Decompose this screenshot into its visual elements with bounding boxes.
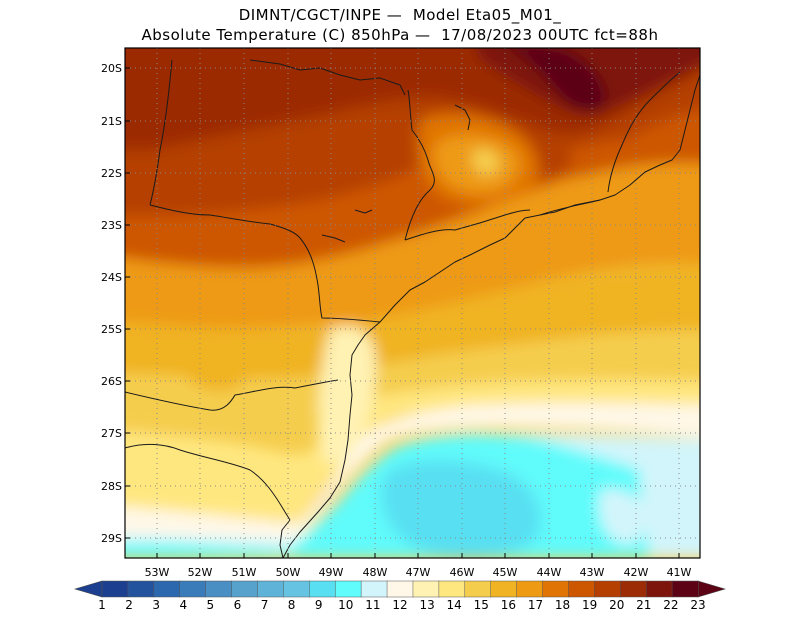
colorbar-swatch [671, 580, 699, 598]
colorbar-swatch [205, 580, 233, 598]
lon-label: 45W [492, 566, 518, 579]
map-grid [125, 48, 700, 558]
colorbar-swatch [127, 580, 155, 598]
lat-label: 23S [101, 219, 122, 232]
colorbar-label: 7 [260, 598, 269, 612]
colorbar-swatch [386, 580, 414, 598]
map-title-line1: DIMNT/CGCT/INPE — Model Eta05_M01_ [238, 6, 562, 24]
colorbar-label: 13 [419, 598, 435, 612]
colorbar-label: 14 [446, 598, 462, 612]
lon-label: 49W [318, 566, 344, 579]
lon-label: 53W [144, 566, 170, 579]
colorbar-label: 21 [636, 598, 652, 612]
colorbar-label: 23 [690, 598, 706, 612]
lat-label: 26S [101, 375, 122, 388]
lat-label: 25S [101, 323, 122, 336]
lat-label: 21S [101, 115, 122, 128]
colorbar-swatch [438, 580, 466, 598]
lat-label: 28S [101, 480, 122, 493]
colorbar-label: 15 [473, 598, 489, 612]
colorbar-label: 6 [233, 598, 242, 612]
lat-label: 27S [101, 427, 122, 440]
lon-label: 48W [362, 566, 388, 579]
lon-label: 43W [579, 566, 605, 579]
lon-label: 50W [275, 566, 301, 579]
state-borders [125, 59, 700, 558]
colorbar-label: 8 [287, 598, 296, 612]
colorbar-label: 4 [179, 598, 188, 612]
colorbar-label: 19 [581, 598, 598, 612]
colorbar-label: 11 [365, 598, 381, 612]
colorbar-low-arrow [73, 580, 103, 598]
lat-label: 22S [101, 167, 122, 180]
colorbar-swatch [620, 580, 647, 598]
colorbar-swatch [490, 580, 518, 598]
lat-label: 29S [101, 532, 122, 545]
colorbar-swatch [283, 580, 311, 598]
colorbar [73, 580, 727, 598]
colorbar-swatch [153, 580, 181, 598]
colorbar-label: 16 [500, 598, 516, 612]
colorbar-swatch [568, 580, 596, 598]
map-frame [124, 47, 701, 559]
colorbar-swatch [594, 580, 622, 598]
axis-ticks [125, 67, 680, 558]
colorbar-swatch [231, 580, 259, 598]
colorbar-swatch [101, 580, 129, 598]
map-title-line2: Absolute Temperature (C) 850hPa — 17/08/… [141, 26, 659, 44]
colorbar-label: 20 [609, 598, 625, 612]
colorbar-swatch [334, 580, 362, 598]
colorbar-swatch [542, 580, 570, 598]
colorbar-label: 1 [98, 598, 106, 612]
temperature-field [125, 48, 700, 558]
lon-label: 42W [623, 566, 649, 579]
colorbar-label: 3 [152, 598, 160, 612]
colorbar-label: 5 [206, 598, 215, 612]
colorbar-swatch [645, 580, 673, 598]
colorbar-label: 17 [527, 598, 544, 612]
colorbar-swatch [257, 580, 285, 598]
colorbar-swatch [309, 580, 336, 598]
lon-label: 52W [187, 566, 213, 579]
colorbar-label: 22 [663, 598, 679, 612]
lon-label: 44W [536, 566, 562, 579]
colorbar-swatch [179, 580, 207, 598]
colorbar-label: 18 [554, 598, 571, 612]
colorbar-swatch [360, 580, 388, 598]
colorbar-high-arrow [697, 580, 727, 598]
colorbar-swatch [464, 580, 492, 598]
lon-label: 47W [405, 566, 431, 579]
colorbar-label: 12 [392, 598, 408, 612]
colorbar-label: 10 [338, 598, 354, 612]
colorbar-swatch [516, 580, 544, 598]
lon-label: 41W [666, 566, 692, 579]
lat-label: 24S [101, 271, 122, 284]
colorbar-label: 2 [125, 598, 133, 612]
lat-label: 20S [101, 62, 122, 75]
lon-label: 51W [231, 566, 257, 579]
colorbar-swatch [412, 580, 440, 598]
lon-label: 46W [449, 566, 475, 579]
colorbar-label: 9 [314, 598, 323, 612]
